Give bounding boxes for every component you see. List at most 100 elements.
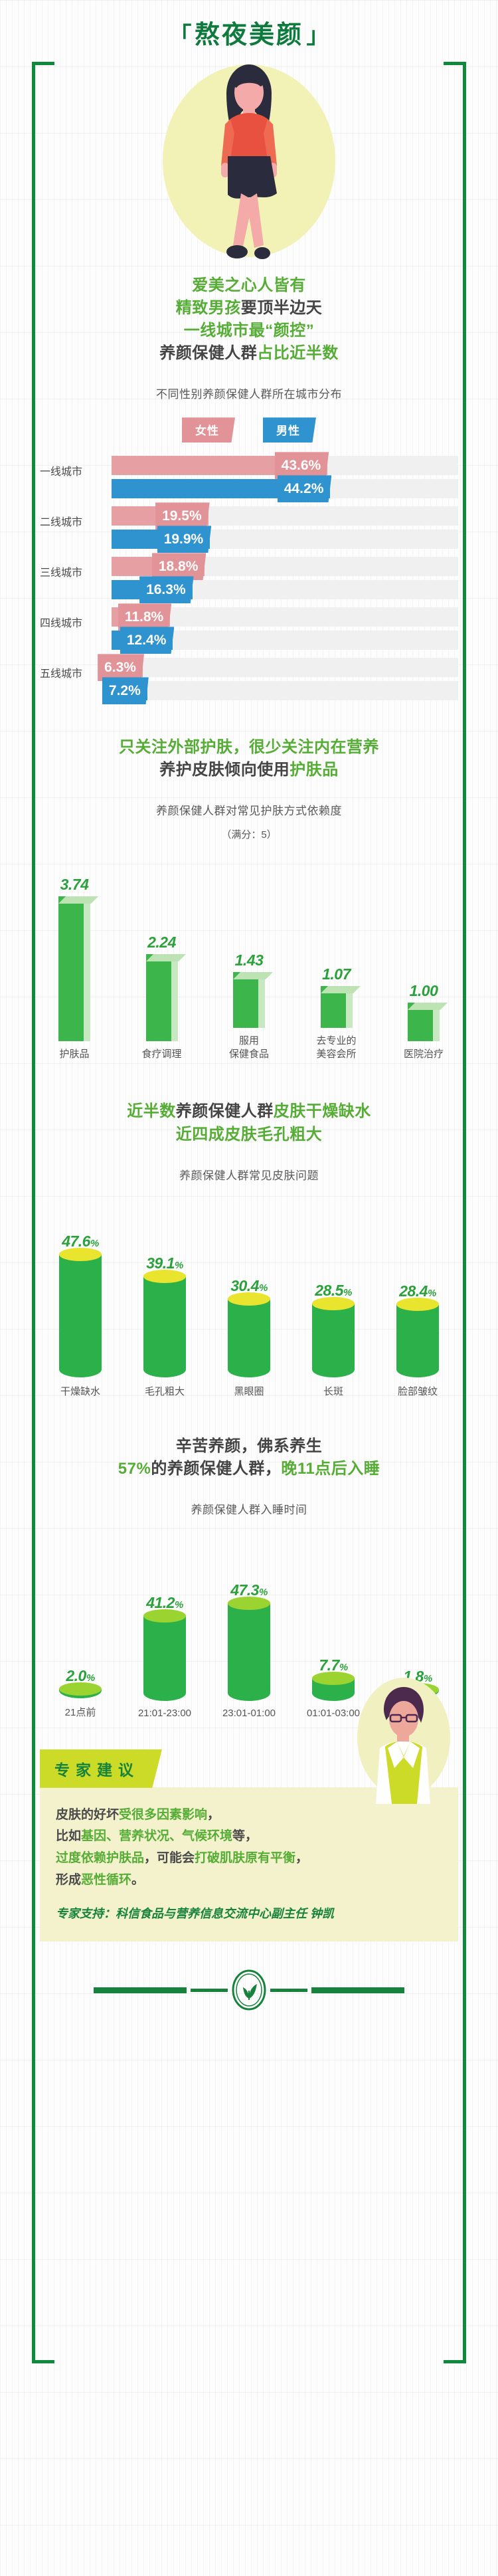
table-row: 19.5% <box>112 502 458 530</box>
cylinder-value-label: 7.7% <box>319 1656 348 1674</box>
cylinder-value-label: 41.2% <box>146 1593 183 1611</box>
legend-item-male[interactable]: 男性 <box>263 417 316 443</box>
cylinder-body <box>228 1292 270 1377</box>
section4-headline: 辛苦养颜，佛系养生 57%的养颜保健人群，晚11点后入睡 <box>40 1435 458 1480</box>
advice-line: 过度依赖护肤品，可能会打破肌肤原有平衡， <box>56 1851 309 1866</box>
footer-rule-left <box>94 1987 187 1993</box>
cylinder-value-label: 47.3% <box>230 1581 268 1599</box>
cylinder-value-label: 47.6% <box>62 1232 99 1250</box>
expert-source: 专家支持：科信食品与营养信息交流中心副主任 钟凯 <box>56 1907 334 1921</box>
cylinder-value-label: 39.1% <box>146 1254 183 1272</box>
chart-cylinder: 47.6% 干燥缺水 <box>44 1205 117 1398</box>
chart-column: 1.43 服用 保健食品 <box>221 861 277 1060</box>
gender-legend: 女性 男性 <box>40 417 458 443</box>
cylinder-value-label: 30.4% <box>230 1276 268 1294</box>
headline-line: 精致男孩要顶半边天 <box>175 299 323 318</box>
headline-line: 一线城市最“颜控” <box>183 322 315 340</box>
table-row: 18.8% <box>112 553 458 581</box>
cylinder-body <box>143 1269 186 1377</box>
cylinder-category-label: 干燥缺水 <box>60 1385 100 1397</box>
cylinder-category-label: 01:01-03:00 <box>306 1707 361 1719</box>
column-top-face <box>320 986 361 994</box>
bar-value-label: 44.2% <box>277 475 332 503</box>
table-row: 44.2% <box>112 475 458 503</box>
expert-advice-badge: 专家建议 <box>40 1749 162 1788</box>
bar-value-label: 16.3% <box>139 576 194 604</box>
bracket-right-icon: 」 <box>306 23 329 49</box>
woman-illustration-icon <box>221 64 277 259</box>
column-side-face <box>432 1002 440 1041</box>
cylinder-value-label: 28.4% <box>399 1282 436 1300</box>
bar-value-label: 18.8% <box>151 553 207 581</box>
chart-cylinder: 41.2% 21:01-23:00 <box>128 1539 201 1719</box>
bar-group: 三线城市 18.8% 16.3% <box>40 553 458 604</box>
cylinder-category-label: 毛孔粗大 <box>144 1385 185 1397</box>
column-front-face <box>58 896 84 1041</box>
section2-headline: 只关注外部护肤，很少关注内在营养 养护皮肤倾向使用护肤品 <box>40 736 458 781</box>
section2-chart-note: （满分：5） <box>221 829 277 841</box>
chart-column: 1.00 医院治疗 <box>396 861 452 1060</box>
bar-group-label: 四线城市 <box>40 618 83 630</box>
bar-group: 五线城市 6.3% 7.2% <box>40 654 458 705</box>
cylinder-value-label: 2.0% <box>66 1666 95 1684</box>
section1-chart-caption: 不同性别养颜保健人群所在城市分布 <box>156 388 342 401</box>
table-row: 16.3% <box>112 576 458 604</box>
headline-line: 只关注外部护肤，很少关注内在营养 <box>119 738 379 757</box>
cylinder-body <box>312 1671 355 1701</box>
section2-chart-caption: 养颜保健人群对常见护肤方式依赖度 <box>156 805 342 818</box>
headline-line: 近半数养颜保健人群皮肤干燥缺水 <box>127 1102 371 1121</box>
chart-column: 1.07 去专业的 美容会所 <box>309 861 365 1060</box>
bracket-left-icon: 「 <box>169 23 192 49</box>
bar-group-label: 三线城市 <box>40 567 83 579</box>
page-title: 熬夜美颜 <box>194 21 303 49</box>
headline-line: 近四成皮肤毛孔粗大 <box>175 1125 323 1143</box>
bar-group: 四线城市 11.8% 12.4% <box>40 603 458 654</box>
table-row: 19.9% <box>112 526 458 553</box>
column-front-face <box>145 953 171 1041</box>
column-category-label: 去专业的 美容会所 <box>316 1035 357 1060</box>
expert-advice-section: 专家建议 皮肤的好坏受很多因素影响， 比如基因、营养状况、气候环境等， 过度依赖… <box>40 1677 458 1942</box>
bar-group-label: 一线城市 <box>40 466 83 478</box>
footer-rule-right <box>311 1987 404 1993</box>
bar-value-label: 12.4% <box>120 627 175 654</box>
bar-value-label: 11.8% <box>118 603 172 631</box>
column-front-face <box>233 972 258 1029</box>
chart-cylinder: 28.4% 脸部皱纹 <box>381 1205 454 1398</box>
column-value-label: 1.07 <box>322 965 351 983</box>
bar-value-label: 6.3% <box>98 654 144 682</box>
column-side-face <box>83 896 90 1041</box>
column-value-label: 2.24 <box>147 933 176 951</box>
cylinder-category-label: 黑眼圈 <box>234 1385 264 1397</box>
column-top-face <box>145 953 186 961</box>
skincare-dependency-chart: 3.74 护肤品 2.24 食疗调理 1.43 服用 <box>40 861 458 1060</box>
table-row: 12.4% <box>112 627 458 654</box>
legend-item-female[interactable]: 女性 <box>182 417 235 443</box>
column-value-label: 1.00 <box>409 981 438 999</box>
cylinder-body <box>59 1247 102 1377</box>
chart-cylinder: 7.7% 01:01-03:00 <box>297 1539 370 1719</box>
cylinder-body <box>143 1609 186 1701</box>
section1-headline: 爱美之心人皆有 精致男孩要顶半边天 一线城市最“颜控” 养颜保健人群占比近半数 <box>40 274 458 365</box>
section3-headline: 近半数养颜保健人群皮肤干燥缺水 近四成皮肤毛孔粗大 <box>40 1100 458 1145</box>
column-top-face <box>58 896 98 904</box>
bedtime-chart: 2.0% 21点前 41.2% 21:01-23:00 47.3% 23:01-… <box>40 1539 458 1719</box>
footer-rule-right-thin <box>270 1988 307 1992</box>
chart-cylinder: 30.4% 黑眼圈 <box>212 1205 286 1398</box>
chart-cylinder: 47.3% 23:01-01:00 <box>212 1539 286 1719</box>
column-top-face <box>408 1002 448 1010</box>
bar-value-label: 43.6% <box>274 452 329 480</box>
cylinder-body <box>312 1296 355 1377</box>
cylinder-value-label: 28.5% <box>315 1281 352 1299</box>
footer-divider <box>40 1969 458 2031</box>
chart-column: 3.74 护肤品 <box>46 861 102 1060</box>
advice-line: 皮肤的好坏受很多因素影响， <box>56 1807 220 1822</box>
headline-line: 辛苦养颜，佛系养生 <box>175 1437 323 1455</box>
bar-value-label: 19.9% <box>157 526 212 553</box>
bar-group: 二线城市 19.5% 19.9% <box>40 502 458 553</box>
bar-value-label: 19.5% <box>155 502 210 530</box>
cylinder-category-label: 23:01-01:00 <box>222 1707 276 1719</box>
cylinder-category-label: 长斑 <box>323 1385 343 1397</box>
column-value-label: 1.43 <box>234 951 264 969</box>
doctor-icon <box>376 1686 430 1804</box>
skin-problems-chart: 47.6% 干燥缺水 39.1% 毛孔粗大 30.4% 黑眼圈 28.5% 长斑… <box>40 1205 458 1398</box>
